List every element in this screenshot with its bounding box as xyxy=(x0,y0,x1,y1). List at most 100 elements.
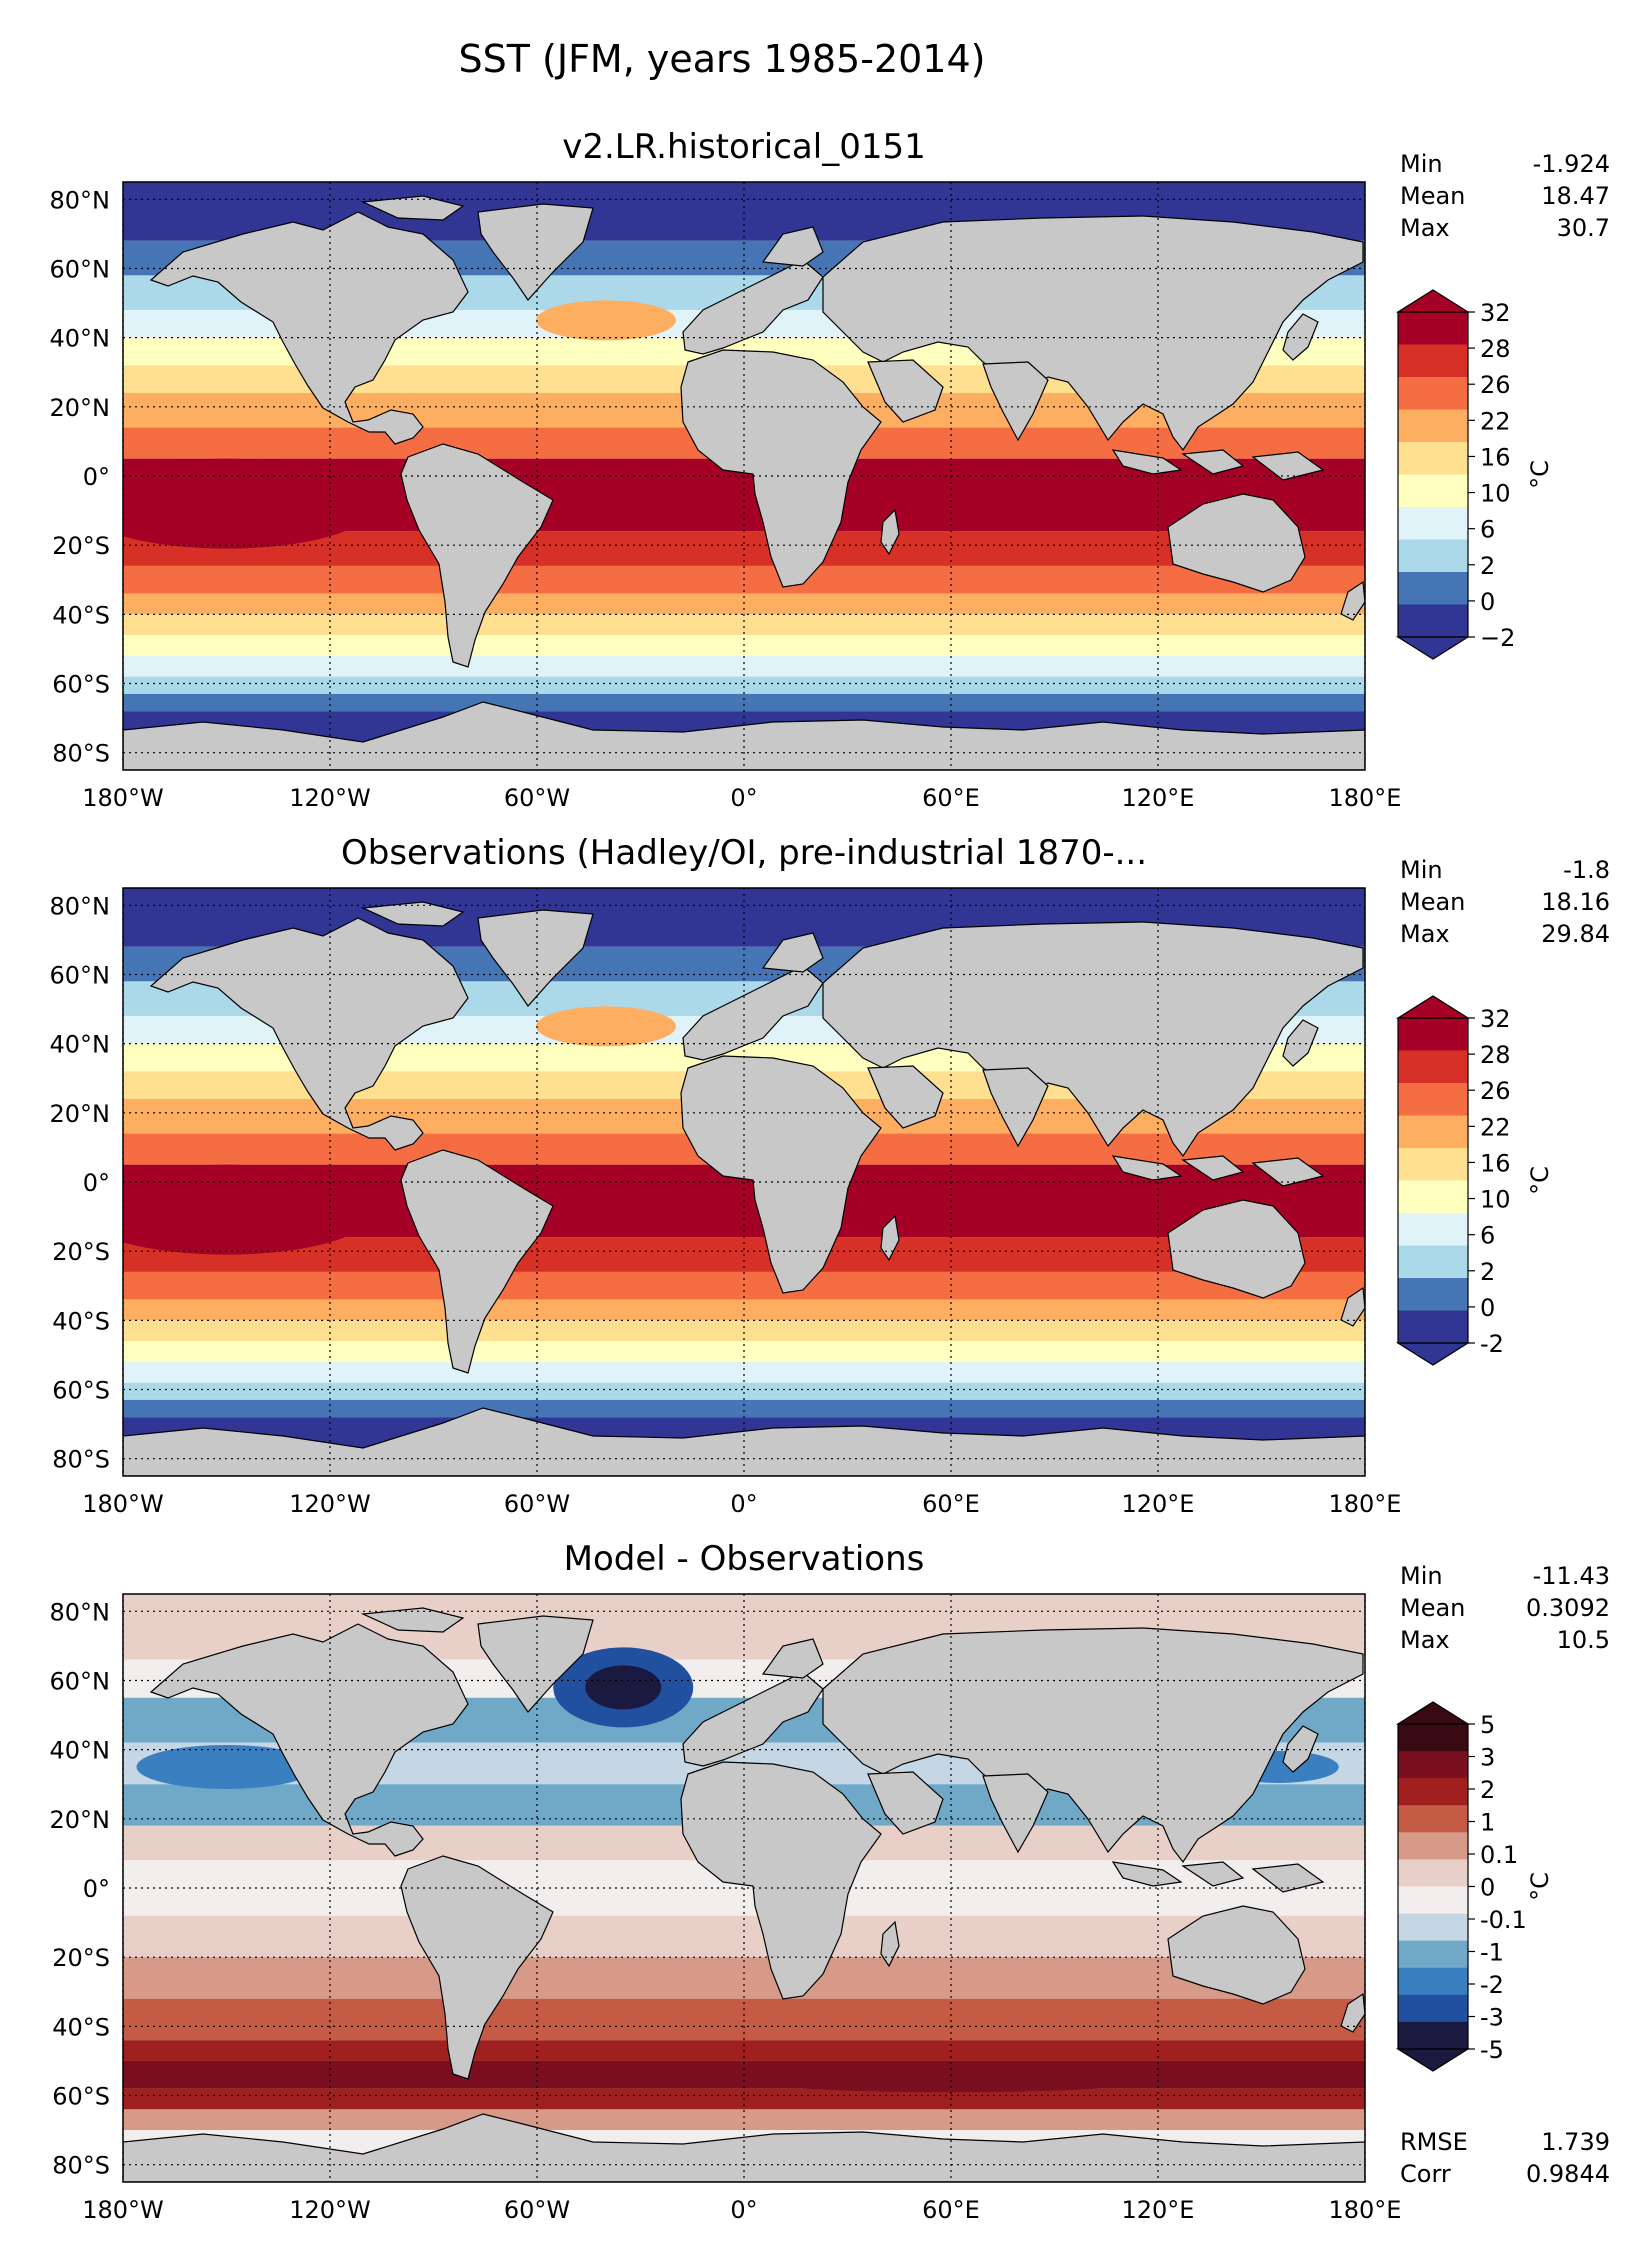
lat-label: 60°S xyxy=(52,1377,110,1405)
colorbar-segment xyxy=(1398,1148,1468,1181)
stat-value: 0.3092 xyxy=(1526,1594,1610,1622)
lat-label: 40°N xyxy=(50,1737,111,1765)
stat-label: Mean xyxy=(1400,1594,1465,1622)
lat-label: 80°S xyxy=(52,2152,110,2180)
lat-label: 40°S xyxy=(52,1307,110,1335)
colorbar-tick-label: 28 xyxy=(1480,1041,1511,1069)
lon-label: 180°W xyxy=(82,2196,164,2224)
colorbar-tick-label: 32 xyxy=(1480,1005,1511,1033)
stat-label: Max xyxy=(1400,920,1450,948)
stat-label: Mean xyxy=(1400,182,1465,210)
colorbar-segment xyxy=(1398,1994,1468,2023)
colorbar-tick-label: -0.1 xyxy=(1480,1906,1527,1934)
colorbar: 32 28 26 22 16 10 6 2 0 −2 °C xyxy=(1395,289,1554,660)
stat-value: -1.924 xyxy=(1533,150,1610,178)
colorbar-extend-max xyxy=(1395,289,1471,313)
warm-bias-southern-ocean xyxy=(731,2064,1171,2093)
colorbar-segment xyxy=(1398,1751,1468,1779)
colorbar-tick-label: -2 xyxy=(1480,1971,1504,1999)
lat-label: 80°N xyxy=(50,186,111,214)
colorbar-segment xyxy=(1398,507,1468,540)
colorbar-segment xyxy=(1398,572,1468,605)
stat-label: Min xyxy=(1400,856,1443,884)
lon-label: 120°W xyxy=(289,784,371,812)
lat-label: 20°S xyxy=(52,532,110,560)
cold-bias-north-pacific xyxy=(136,1744,317,1789)
lon-label: 180°E xyxy=(1329,784,1402,812)
map-frame xyxy=(122,1593,1366,2183)
colorbar-segment xyxy=(1398,1805,1468,1833)
stat-label: Min xyxy=(1400,1562,1443,1590)
stat-label: RMSE xyxy=(1400,2128,1468,2156)
stat-value: 1.739 xyxy=(1541,2128,1610,2156)
lon-label: 180°W xyxy=(82,1490,164,1518)
stat-value: 30.7 xyxy=(1557,214,1610,242)
gulf-stream xyxy=(536,1006,676,1047)
colorbar-segment xyxy=(1398,1018,1468,1051)
lon-label: 120°E xyxy=(1122,1490,1195,1518)
lat-label: 0° xyxy=(83,463,110,491)
stat-label: Mean xyxy=(1400,888,1465,916)
stat-value: 0.9844 xyxy=(1526,2160,1610,2188)
colorbar-unit: °C xyxy=(1526,1872,1554,1901)
colorbar-segment xyxy=(1398,312,1468,345)
colorbar-segment xyxy=(1398,539,1468,573)
colorbar-tick-label: 0 xyxy=(1480,1874,1495,1902)
warm-pool xyxy=(123,1164,377,1255)
colorbar-tick-label: 6 xyxy=(1480,516,1495,544)
colorbar-segment xyxy=(1398,1832,1468,1860)
lat-label: 20°N xyxy=(50,394,111,422)
field-band xyxy=(123,614,1365,636)
stat-label: Min xyxy=(1400,150,1443,178)
colorbar-extend-max xyxy=(1395,995,1471,1019)
lat-label: 80°S xyxy=(52,740,110,768)
colorbar-tick-label: 0.1 xyxy=(1480,1841,1518,1869)
stat-value: 10.5 xyxy=(1557,1626,1610,1654)
colorbar-tick-label: 1 xyxy=(1480,1809,1495,1837)
lat-label: 40°S xyxy=(52,601,110,629)
colorbar-tick-label: -2 xyxy=(1480,1330,1504,1358)
colorbar-tick-label: 3 xyxy=(1480,1744,1495,1772)
map-area xyxy=(123,888,1365,1476)
lat-label: 60°N xyxy=(50,1667,111,1695)
colorbar-segment xyxy=(1398,604,1468,638)
lat-label: 40°S xyxy=(52,2013,110,2041)
lat-label: 20°S xyxy=(52,1238,110,1266)
colorbar-segment xyxy=(1398,442,1468,475)
lon-label: 60°E xyxy=(922,784,980,812)
colorbar-segment xyxy=(1398,1083,1468,1116)
colorbar-tick-label: -3 xyxy=(1480,2004,1504,2032)
stat-value: -1.8 xyxy=(1563,856,1610,884)
warm-pool xyxy=(123,458,377,549)
lat-label: 80°N xyxy=(50,1598,111,1626)
lon-label: 60°W xyxy=(504,1490,570,1518)
cold-bias-core xyxy=(585,1665,662,1710)
lon-label: 120°E xyxy=(1122,2196,1195,2224)
colorbar-segment xyxy=(1398,1778,1468,1806)
lon-label: 0° xyxy=(730,2196,757,2224)
lat-label: 60°N xyxy=(50,255,111,283)
colorbar-segment xyxy=(1398,1050,1468,1084)
field-band xyxy=(123,676,1365,694)
colorbar-segment xyxy=(1398,1886,1468,1915)
colorbar-tick-label: -5 xyxy=(1480,2036,1504,2064)
colorbar-unit: °C xyxy=(1526,460,1554,489)
colorbar: 5 3 2 1 0.1 0 -0.1 -1 -2 -3 -5 °C xyxy=(1395,1701,1554,2072)
figure-title: SST (JFM, years 1985-2014) xyxy=(459,37,986,81)
panel-title: v2.LR.historical_0151 xyxy=(562,127,926,167)
lat-label: 0° xyxy=(83,1875,110,1903)
colorbar-tick-label: 0 xyxy=(1480,1294,1495,1322)
lat-label: 40°N xyxy=(50,325,111,353)
colorbar-tick-label: 28 xyxy=(1480,335,1511,363)
map-area xyxy=(123,182,1365,770)
field-band xyxy=(123,2109,1365,2131)
colorbar-tick-label: 16 xyxy=(1480,443,1511,471)
lat-label: 80°N xyxy=(50,892,111,920)
field-band xyxy=(123,1361,1365,1383)
map-panel-1: v2.LR.historical_0151 80°N 60°N 40°N 20°N 0° 2… xyxy=(50,127,1611,812)
colorbar-segment xyxy=(1398,1940,1468,1969)
stat-value: 18.47 xyxy=(1541,182,1610,210)
colorbar-segment xyxy=(1398,1913,1468,1942)
lon-label: 120°E xyxy=(1122,784,1195,812)
